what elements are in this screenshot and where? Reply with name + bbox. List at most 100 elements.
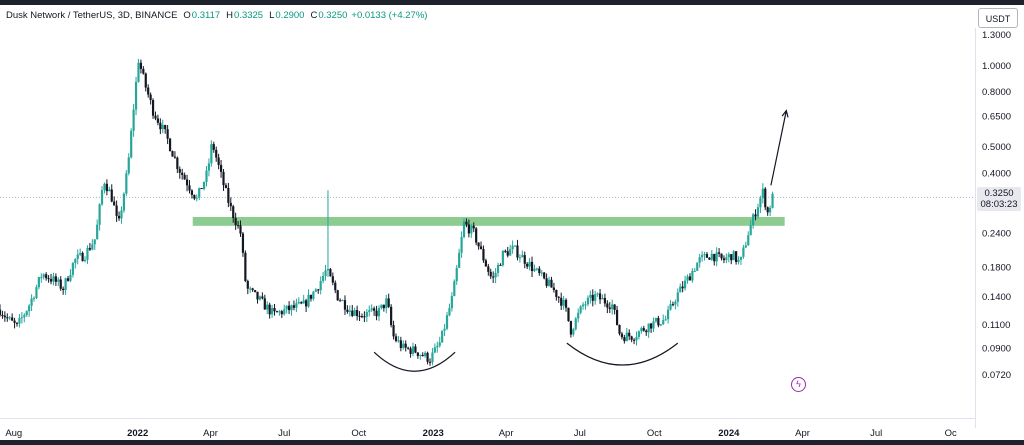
candle-body: [6, 317, 9, 319]
candle-body: [139, 62, 143, 69]
candle-body: [431, 352, 434, 363]
candle: [246, 279, 249, 295]
candle-body: [594, 294, 597, 301]
candle-body: [334, 282, 337, 291]
candle-body: [671, 304, 675, 306]
candle-body: [448, 308, 451, 316]
time-tick-label: Aug: [5, 428, 22, 439]
candle-body: [530, 261, 534, 272]
candle-body: [409, 348, 412, 354]
candle: [720, 253, 723, 261]
candle: [25, 310, 28, 317]
candle-body: [450, 296, 453, 309]
candle: [426, 351, 429, 365]
time-tick-label: Apr: [203, 428, 218, 439]
candle: [62, 286, 65, 295]
price-tick-label: 0.1100: [982, 320, 1010, 331]
candle: [360, 313, 364, 319]
candle: [154, 111, 157, 121]
candle-body: [608, 307, 611, 310]
candle-body: [647, 323, 650, 333]
candle-body: [513, 245, 517, 247]
candle-body: [188, 185, 191, 191]
candle: [3, 311, 6, 322]
candle: [253, 290, 257, 293]
candle: [722, 255, 726, 264]
candle: [336, 289, 339, 301]
candle-body: [151, 100, 155, 116]
candle: [210, 140, 213, 167]
candle-body: [205, 170, 208, 182]
candle-body: [620, 333, 624, 338]
candle: [156, 114, 160, 126]
candle: [428, 358, 432, 366]
resistance-zone-layer: [192, 216, 785, 226]
candle: [735, 251, 738, 265]
candle-body: [263, 298, 266, 310]
candle: [535, 267, 538, 271]
candle-body: [535, 268, 538, 270]
candle: [708, 257, 711, 260]
candle: [470, 223, 473, 238]
candle-body: [523, 255, 526, 264]
candle: [715, 247, 718, 267]
candle: [188, 180, 191, 194]
candle: [691, 268, 694, 283]
candle-body: [394, 336, 398, 341]
candle: [742, 244, 745, 259]
candle-body: [747, 235, 750, 246]
candle: [479, 241, 483, 250]
candle-body: [688, 276, 692, 281]
candle: [297, 297, 300, 305]
candle-body: [125, 173, 128, 194]
candle: [589, 290, 592, 304]
candle: [744, 241, 747, 248]
candle: [666, 305, 670, 324]
candle-body: [453, 281, 456, 297]
candle: [730, 253, 733, 265]
candle-body: [171, 151, 174, 157]
candle: [441, 330, 444, 343]
symbol-title[interactable]: Dusk Network / TetherUS, 3D, BINANCE: [6, 10, 178, 21]
candle: [287, 301, 291, 315]
candle: [377, 305, 381, 322]
candle: [756, 203, 760, 219]
high-label: H: [226, 10, 234, 21]
candle-body: [331, 276, 334, 283]
candle: [18, 314, 21, 328]
price-tick-label: 0.1400: [982, 292, 1011, 303]
currency-selector-button[interactable]: USDT: [978, 8, 1018, 28]
candle-body: [540, 272, 543, 274]
candle: [552, 282, 556, 293]
lightning-bolt-icon[interactable]: ϟ: [791, 377, 806, 392]
candle: [681, 281, 684, 293]
time-tick-label: Oct: [351, 428, 366, 439]
candle: [183, 172, 186, 180]
candle: [47, 275, 50, 283]
candle: [623, 334, 626, 344]
candle-body: [598, 293, 602, 300]
candle-body: [470, 225, 473, 234]
candle: [348, 305, 351, 317]
candle: [581, 302, 585, 310]
candle: [66, 275, 70, 282]
candle: [207, 158, 211, 177]
candle: [171, 150, 174, 157]
candle-body: [79, 252, 82, 255]
time-tick-label: Oct: [647, 428, 662, 439]
low-value: 0.2900: [275, 10, 305, 21]
candle-body: [198, 187, 201, 198]
candle-body: [708, 257, 711, 260]
candle: [198, 187, 201, 201]
candle-body: [390, 306, 393, 326]
candle-body: [137, 62, 140, 82]
candle-body: [113, 201, 116, 206]
candle: [312, 290, 315, 301]
candle-body: [640, 328, 643, 332]
candle: [363, 311, 366, 322]
candle-body: [270, 308, 274, 315]
candle-body: [98, 204, 101, 225]
candle: [88, 242, 91, 251]
candle-body: [166, 129, 169, 139]
